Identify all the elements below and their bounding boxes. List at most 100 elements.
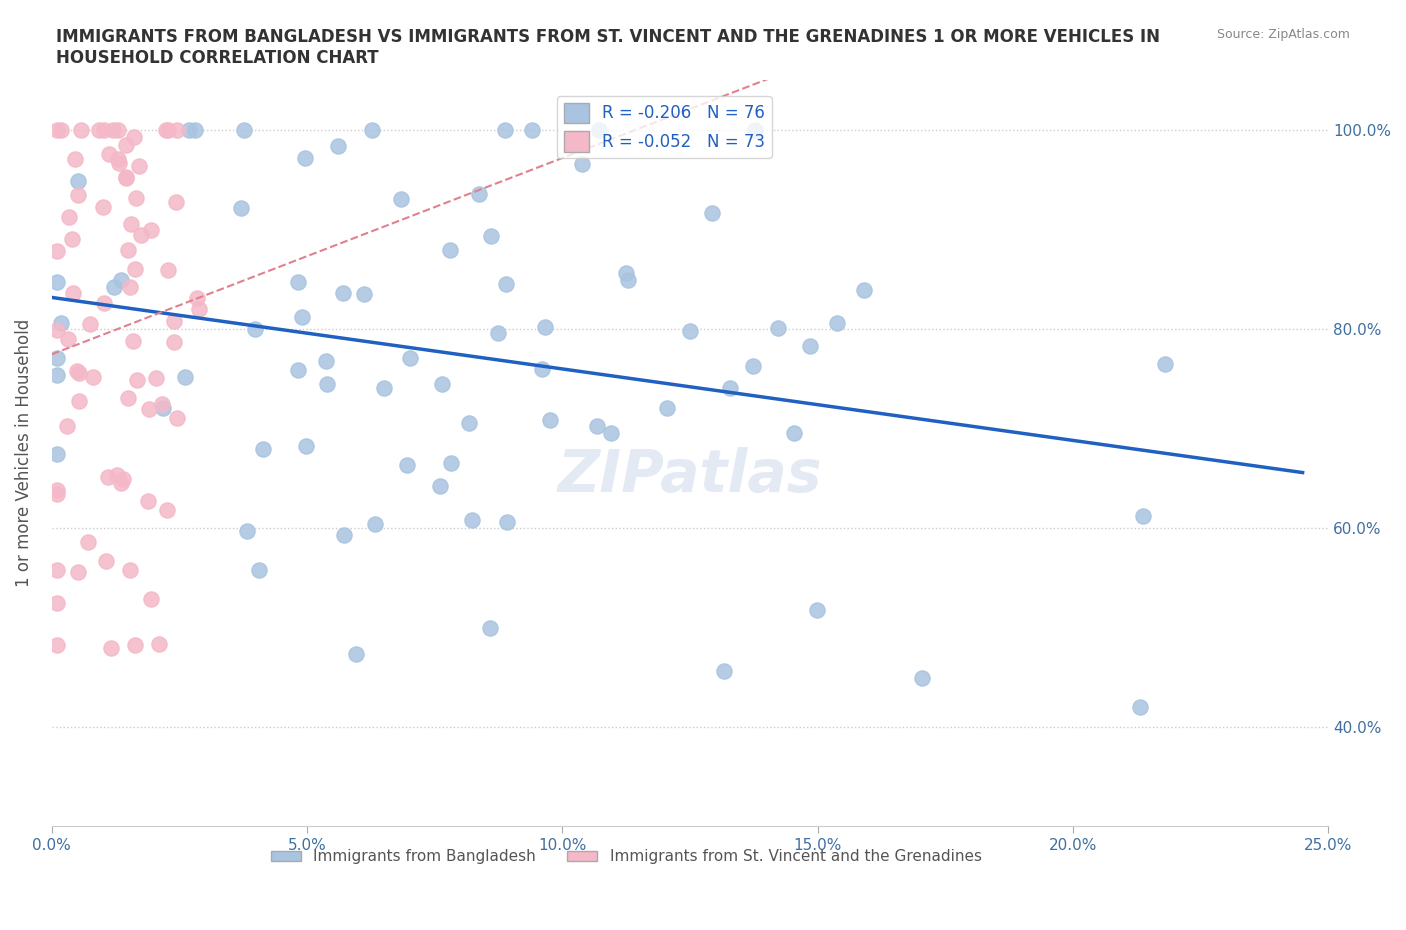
Point: [534, 319, 557, 334]
Point: [129, 228, 152, 243]
Point: [766, 321, 789, 336]
Point: [45, 367, 67, 382]
Point: [163, 313, 186, 328]
Point: [45, 446, 67, 461]
Point: [67, 174, 90, 189]
Point: [128, 159, 150, 174]
Point: [45, 483, 67, 498]
Point: [166, 411, 188, 426]
Point: [112, 472, 135, 486]
Point: [389, 192, 412, 206]
Point: [1129, 699, 1152, 714]
Point: [79, 316, 101, 331]
Point: [1154, 356, 1177, 371]
Point: [117, 391, 139, 405]
Point: [110, 475, 132, 490]
Point: [799, 339, 821, 353]
Point: [245, 322, 267, 337]
Point: [155, 123, 177, 138]
Point: [139, 591, 162, 606]
Point: [827, 315, 849, 330]
Point: [373, 380, 395, 395]
Point: [127, 372, 149, 387]
Text: IMMIGRANTS FROM BANGLADESH VS IMMIGRANTS FROM ST. VINCENT AND THE GRENADINES 1 O: IMMIGRANTS FROM BANGLADESH VS IMMIGRANTS…: [56, 28, 1160, 67]
Point: [353, 286, 375, 301]
Point: [806, 603, 828, 618]
Point: [910, 671, 932, 686]
Point: [69, 123, 91, 138]
Point: [486, 326, 509, 340]
Point: [494, 123, 516, 138]
Point: [156, 502, 179, 517]
Point: [45, 563, 67, 578]
Point: [107, 152, 129, 166]
Point: [136, 494, 159, 509]
Point: [287, 275, 309, 290]
Point: [520, 123, 543, 138]
Point: [530, 362, 553, 377]
Point: [742, 359, 765, 374]
Point: [395, 458, 418, 472]
Point: [138, 402, 160, 417]
Point: [252, 442, 274, 457]
Point: [495, 276, 517, 291]
Point: [63, 152, 86, 166]
Point: [332, 286, 354, 301]
Point: [679, 324, 702, 339]
Point: [77, 535, 100, 550]
Y-axis label: 1 or more Vehicles in Household: 1 or more Vehicles in Household: [15, 319, 32, 587]
Point: [55, 418, 77, 433]
Point: [588, 123, 610, 138]
Point: [58, 209, 80, 224]
Point: [294, 151, 316, 166]
Point: [94, 553, 117, 568]
Point: [294, 439, 316, 454]
Point: [115, 170, 138, 185]
Point: [141, 223, 163, 238]
Point: [360, 123, 382, 138]
Point: [122, 334, 145, 349]
Point: [316, 376, 339, 391]
Point: [479, 229, 502, 244]
Point: [49, 123, 72, 138]
Point: [460, 512, 482, 527]
Point: [157, 262, 180, 277]
Point: [315, 354, 337, 369]
Point: [496, 515, 519, 530]
Point: [97, 147, 120, 162]
Point: [236, 524, 259, 538]
Point: [45, 595, 67, 610]
Point: [1132, 508, 1154, 523]
Point: [60, 232, 83, 246]
Point: [468, 187, 491, 202]
Point: [150, 397, 173, 412]
Point: [326, 139, 349, 153]
Point: [97, 470, 120, 485]
Point: [103, 280, 125, 295]
Point: [45, 274, 67, 289]
Point: [852, 283, 875, 298]
Point: [166, 123, 188, 138]
Point: [600, 426, 623, 441]
Point: [439, 456, 461, 471]
Point: [165, 194, 187, 209]
Point: [49, 315, 72, 330]
Point: [344, 647, 367, 662]
Point: [429, 479, 451, 494]
Point: [617, 272, 640, 287]
Point: [67, 187, 90, 202]
Point: [700, 206, 723, 220]
Point: [45, 323, 67, 338]
Point: [91, 200, 114, 215]
Point: [744, 123, 766, 138]
Point: [62, 286, 84, 300]
Point: [118, 280, 141, 295]
Point: [177, 123, 200, 138]
Point: [115, 170, 138, 185]
Point: [110, 272, 132, 287]
Point: [105, 468, 128, 483]
Point: [333, 527, 356, 542]
Point: [56, 332, 79, 347]
Point: [67, 393, 90, 408]
Point: [124, 637, 146, 652]
